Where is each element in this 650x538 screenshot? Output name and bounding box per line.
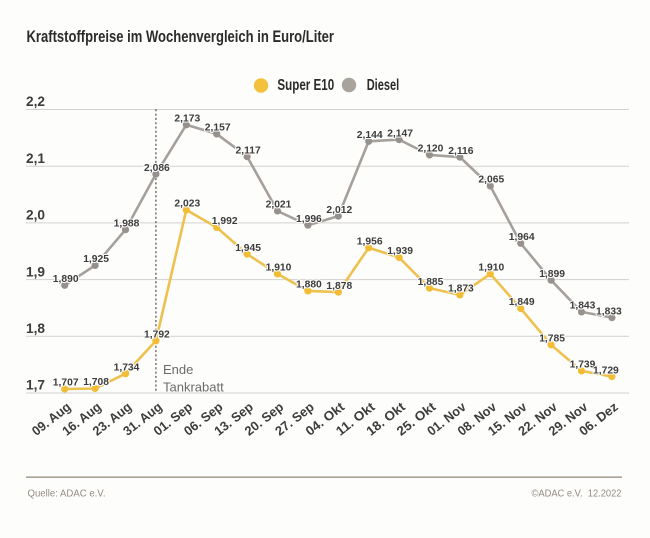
svg-text:1,956: 1,956: [357, 237, 383, 248]
svg-text:1,7: 1,7: [26, 378, 45, 393]
svg-text:2,157: 2,157: [205, 123, 231, 134]
svg-text:2,173: 2,173: [174, 114, 200, 125]
svg-text:2,2: 2,2: [26, 94, 45, 109]
svg-text:2,086: 2,086: [144, 163, 170, 174]
svg-text:1,964: 1,964: [509, 232, 535, 243]
svg-text:Diesel: Diesel: [367, 77, 400, 94]
svg-text:1,843: 1,843: [570, 301, 596, 312]
svg-text:2,116: 2,116: [448, 146, 473, 157]
svg-text:1,910: 1,910: [478, 263, 504, 274]
svg-text:Quelle: ADAC e.V.: Quelle: ADAC e.V.: [28, 488, 106, 500]
svg-text:Kraftstoffpreise im Wochenverg: Kraftstoffpreise im Wochenvergleich in E…: [27, 28, 335, 46]
svg-text:1,925: 1,925: [83, 254, 109, 265]
svg-text:1,996: 1,996: [296, 214, 322, 225]
svg-text:1,785: 1,785: [539, 334, 565, 345]
svg-text:1,739: 1,739: [570, 360, 596, 371]
svg-text:2,144: 2,144: [357, 130, 383, 141]
svg-text:1,988: 1,988: [114, 218, 140, 229]
svg-text:1,729: 1,729: [593, 365, 619, 376]
svg-text:1,734: 1,734: [114, 362, 140, 373]
svg-text:2,023: 2,023: [174, 199, 200, 210]
svg-text:1,873: 1,873: [448, 284, 474, 295]
svg-text:2,147: 2,147: [387, 128, 413, 139]
svg-text:1,885: 1,885: [418, 277, 444, 288]
svg-text:1,899: 1,899: [539, 269, 565, 280]
svg-text:2,1: 2,1: [26, 151, 46, 166]
svg-text:2,0: 2,0: [26, 208, 45, 223]
svg-text:1,833: 1,833: [596, 306, 622, 317]
svg-text:Tankrabatt: Tankrabatt: [163, 379, 224, 394]
svg-text:1,939: 1,939: [387, 246, 413, 257]
svg-text:2,021: 2,021: [266, 200, 292, 211]
svg-text:©ADAC e.V. 12.2022: ©ADAC e.V. 12.2022: [532, 488, 622, 500]
svg-text:Super E10: Super E10: [277, 77, 334, 94]
svg-text:1,945: 1,945: [235, 243, 261, 254]
svg-text:1,8: 1,8: [26, 321, 46, 336]
svg-text:1,880: 1,880: [296, 280, 322, 291]
svg-text:1,9: 1,9: [26, 264, 45, 279]
svg-text:1,910: 1,910: [266, 263, 292, 274]
svg-text:1,890: 1,890: [53, 274, 79, 285]
svg-text:1,708: 1,708: [83, 377, 109, 388]
svg-text:2,065: 2,065: [478, 175, 504, 186]
svg-text:Ende: Ende: [163, 362, 193, 377]
svg-text:1,792: 1,792: [144, 330, 170, 341]
svg-text:2,120: 2,120: [418, 144, 444, 155]
svg-text:2,012: 2,012: [326, 205, 352, 216]
svg-text:1,878: 1,878: [326, 281, 352, 292]
svg-text:2,117: 2,117: [235, 145, 260, 156]
svg-text:1,707: 1,707: [53, 378, 79, 389]
svg-text:1,992: 1,992: [212, 216, 238, 227]
svg-text:1,849: 1,849: [509, 297, 535, 308]
